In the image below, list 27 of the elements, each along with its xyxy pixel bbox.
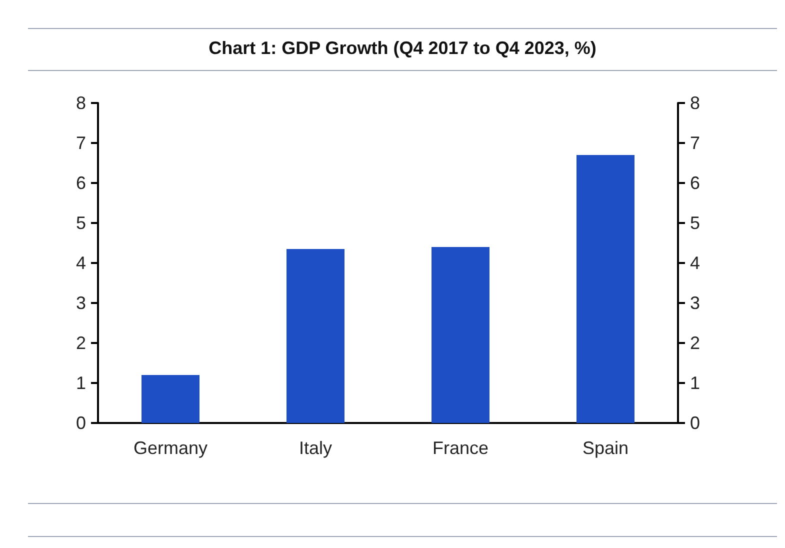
y2-tick-label: 5 <box>690 213 700 233</box>
y2-tick-label: 6 <box>690 173 700 193</box>
bar <box>576 155 634 423</box>
bar <box>432 247 490 423</box>
x-tick-label: France <box>432 438 489 458</box>
y2-tick-label: 4 <box>690 253 700 273</box>
bar <box>286 249 344 423</box>
x-tick-label: Spain <box>582 438 629 458</box>
y2-tick-label: 3 <box>690 293 700 313</box>
y-tick-label: 3 <box>76 293 86 313</box>
x-tick-label: Germany <box>133 438 208 458</box>
bar <box>142 375 200 423</box>
y2-tick-label: 0 <box>690 413 700 433</box>
y2-tick-label: 2 <box>690 333 700 353</box>
y-tick-label: 4 <box>76 253 86 273</box>
chart-title: Chart 1: GDP Growth (Q4 2017 to Q4 2023, %) <box>208 38 598 59</box>
x-tick-label: Italy <box>298 438 332 458</box>
y2-tick-label: 8 <box>690 93 700 113</box>
y-tick-label: 5 <box>76 213 86 233</box>
y-tick-label: 8 <box>76 93 86 113</box>
y2-tick-label: 1 <box>690 373 700 393</box>
y2-tick-label: 7 <box>690 133 700 153</box>
y-tick-label: 2 <box>76 333 86 353</box>
y-tick-label: 7 <box>76 133 86 153</box>
y-tick-label: 0 <box>76 413 86 433</box>
y-tick-label: 6 <box>76 173 86 193</box>
y-tick-label: 1 <box>76 373 86 393</box>
